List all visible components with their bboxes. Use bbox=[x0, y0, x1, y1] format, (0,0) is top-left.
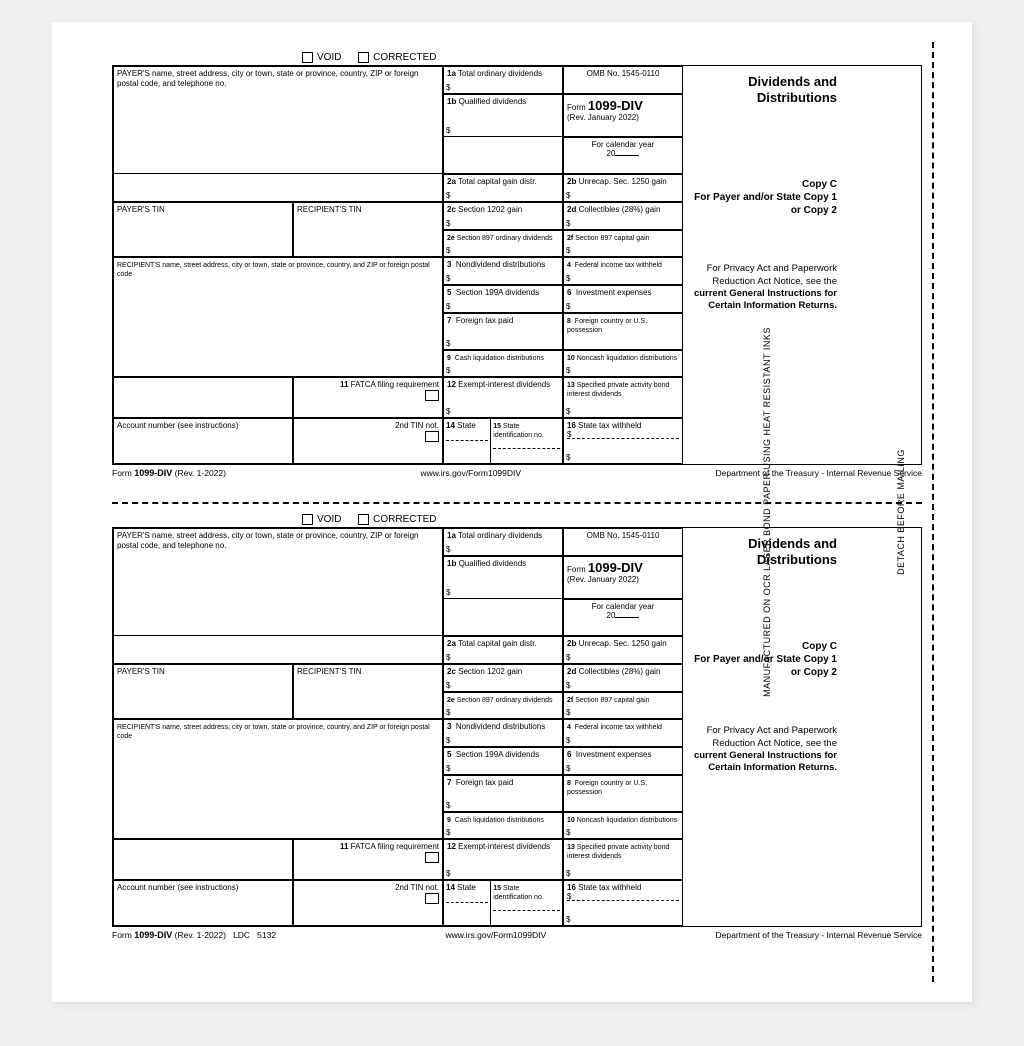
void-checkbox[interactable] bbox=[302, 52, 313, 63]
form-title: Dividends and Distributions bbox=[683, 66, 841, 174]
void-label: VOID bbox=[317, 52, 341, 63]
box-2b[interactable]: 2b Unrecap. Sec. 1250 gain$ bbox=[563, 174, 683, 202]
copy-c-text: Copy CFor Payer and/or State Copy 1 or C… bbox=[683, 174, 841, 258]
box-2c-2[interactable]: 2c Section 1202 gain$ bbox=[443, 664, 563, 692]
box-8[interactable]: 8 Foreign country or U.S. possession bbox=[563, 313, 683, 349]
form-number-cell: Form 1099-DIV (Rev. January 2022) bbox=[563, 94, 683, 137]
box-13[interactable]: 13 Specified private activity bond inter… bbox=[563, 377, 683, 418]
box-4-2[interactable]: 4 Federal income tax withheld$ bbox=[563, 719, 683, 747]
box-14-15[interactable]: 14 State 15 State identification no. bbox=[443, 418, 563, 464]
top-checkboxes-2: VOID CORRECTED bbox=[112, 514, 922, 525]
omb-number: OMB No. 1545-0110 bbox=[563, 66, 683, 94]
box-2c[interactable]: 2c Section 1202 gain$ bbox=[443, 202, 563, 230]
box-4[interactable]: 4 Federal income tax withheld$ bbox=[563, 257, 683, 285]
vertical-perforation bbox=[932, 42, 934, 982]
box-2a-2[interactable]: 2a Total capital gain distr.$ bbox=[443, 636, 563, 664]
box-8-2[interactable]: 8 Foreign country or U.S. possession bbox=[563, 775, 683, 811]
form-1099-div-copy-bottom: VOID CORRECTED PAYER'S name, street addr… bbox=[112, 514, 922, 954]
form-page: DETACH BEFORE MAILING MANUFACTURED ON OC… bbox=[52, 22, 972, 1002]
2nd-tin-not-2[interactable]: 2nd TIN not. bbox=[293, 880, 443, 926]
box-2f-2[interactable]: 2f Section 897 capital gain$ bbox=[563, 692, 683, 719]
payer-info-block-2[interactable]: PAYER'S name, street address, city or to… bbox=[113, 528, 443, 636]
box-10[interactable]: 10 Noncash liquidation distributions$ bbox=[563, 350, 683, 377]
form-footer: Form 1099-DIV (Rev. 1-2022) www.irs.gov/… bbox=[112, 465, 922, 481]
box-6-2[interactable]: 6 Investment expenses$ bbox=[563, 747, 683, 775]
top-checkboxes: VOID CORRECTED bbox=[112, 52, 922, 63]
box-1b-2[interactable]: 1b Qualified dividends$ bbox=[443, 556, 563, 599]
recipient-info-block-2[interactable]: RECIPIENT'S name, street address, city o… bbox=[113, 719, 443, 839]
box-2e-2[interactable]: 2e Section 897 ordinary dividends$ bbox=[443, 692, 563, 719]
box-7[interactable]: 7 Foreign tax paid$ bbox=[443, 313, 563, 349]
box-9[interactable]: 9 Cash liquidation distributions$ bbox=[443, 350, 563, 377]
privacy-notice: For Privacy Act and Paperwork Reduction … bbox=[683, 257, 841, 418]
box-6[interactable]: 6 Investment expenses$ bbox=[563, 285, 683, 313]
box-2b-2[interactable]: 2b Unrecap. Sec. 1250 gain$ bbox=[563, 636, 683, 664]
box-2f[interactable]: 2f Section 897 capital gain$ bbox=[563, 230, 683, 257]
payer-info-block[interactable]: PAYER'S name, street address, city or to… bbox=[113, 66, 443, 174]
box-2a[interactable]: 2a Total capital gain distr.$ bbox=[443, 174, 563, 202]
box-16[interactable]: 16 State tax withheld$$ bbox=[563, 418, 683, 464]
box-12[interactable]: 12 Exempt-interest dividends$ bbox=[443, 377, 563, 418]
form-footer-2: Form 1099-DIV (Rev. 1-2022) LDC 5132 www… bbox=[112, 927, 922, 943]
corrected-checkbox[interactable] bbox=[358, 52, 369, 63]
box-11-fatca[interactable]: 11 FATCA filing requirement bbox=[293, 377, 443, 418]
form-grid-2: PAYER'S name, street address, city or to… bbox=[112, 527, 922, 927]
box-1b[interactable]: 1b Qualified dividends$ bbox=[443, 94, 563, 137]
recipient-tin[interactable]: RECIPIENT'S TIN bbox=[293, 202, 443, 258]
horizontal-perforation bbox=[112, 502, 922, 504]
box-5[interactable]: 5 Section 199A dividends$ bbox=[443, 285, 563, 313]
account-number[interactable]: Account number (see instructions) bbox=[113, 418, 293, 464]
recipient-info-block[interactable]: RECIPIENT'S name, street address, city o… bbox=[113, 257, 443, 377]
box-1a[interactable]: 1a Total ordinary dividends$ bbox=[443, 66, 563, 94]
box-16-2[interactable]: 16 State tax withheld$$ bbox=[563, 880, 683, 926]
box-14-15-2[interactable]: 14 State 15 State identification no. bbox=[443, 880, 563, 926]
box-2d-2[interactable]: 2d Collectibles (28%) gain$ bbox=[563, 664, 683, 692]
box-10-2[interactable]: 10 Noncash liquidation distributions$ bbox=[563, 812, 683, 839]
form-1099-div-copy-top: VOID CORRECTED PAYER'S name, street addr… bbox=[112, 52, 922, 492]
payer-tin[interactable]: PAYER'S TIN bbox=[113, 202, 293, 258]
payer-tin-2[interactable]: PAYER'S TIN bbox=[113, 664, 293, 720]
box-13-2[interactable]: 13 Specified private activity bond inter… bbox=[563, 839, 683, 880]
box-11-fatca-2[interactable]: 11 FATCA filing requirement bbox=[293, 839, 443, 880]
account-number-2[interactable]: Account number (see instructions) bbox=[113, 880, 293, 926]
void-checkbox-2[interactable] bbox=[302, 514, 313, 525]
box-3[interactable]: 3 Nondividend distributions$ bbox=[443, 257, 563, 285]
box-7-2[interactable]: 7 Foreign tax paid$ bbox=[443, 775, 563, 811]
corrected-label: CORRECTED bbox=[373, 52, 436, 63]
box-9-2[interactable]: 9 Cash liquidation distributions$ bbox=[443, 812, 563, 839]
box-2d[interactable]: 2d Collectibles (28%) gain$ bbox=[563, 202, 683, 230]
box-3-2[interactable]: 3 Nondividend distributions$ bbox=[443, 719, 563, 747]
corrected-checkbox-2[interactable] bbox=[358, 514, 369, 525]
box-1a-2[interactable]: 1a Total ordinary dividends$ bbox=[443, 528, 563, 556]
box-2e[interactable]: 2e Section 897 ordinary dividends$ bbox=[443, 230, 563, 257]
box-5-2[interactable]: 5 Section 199A dividends$ bbox=[443, 747, 563, 775]
recipient-tin-2[interactable]: RECIPIENT'S TIN bbox=[293, 664, 443, 720]
2nd-tin-not[interactable]: 2nd TIN not. bbox=[293, 418, 443, 464]
calendar-year: For calendar year20 bbox=[563, 137, 683, 173]
box-12-2[interactable]: 12 Exempt-interest dividends$ bbox=[443, 839, 563, 880]
form-grid: PAYER'S name, street address, city or to… bbox=[112, 65, 922, 465]
